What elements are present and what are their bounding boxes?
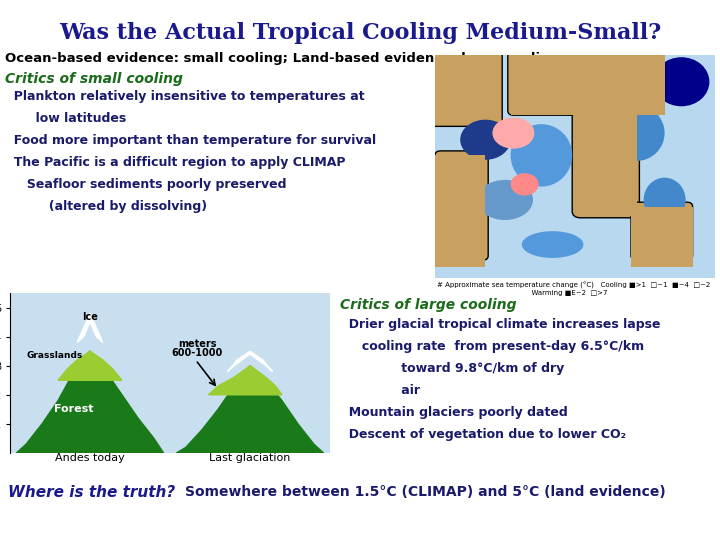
Text: Warming ■E~2  □>7: Warming ■E~2 □>7 — [437, 290, 608, 296]
Ellipse shape — [592, 158, 626, 184]
Text: Somewhere between 1.5°C (CLIMAP) and 5°C (land evidence): Somewhere between 1.5°C (CLIMAP) and 5°C… — [185, 485, 666, 499]
Ellipse shape — [608, 105, 665, 161]
Polygon shape — [228, 351, 272, 372]
Text: Plankton relatively insensitive to temperatures at: Plankton relatively insensitive to tempe… — [5, 90, 364, 103]
Polygon shape — [510, 55, 665, 115]
FancyBboxPatch shape — [508, 51, 659, 115]
Polygon shape — [631, 207, 693, 267]
Polygon shape — [176, 366, 323, 453]
Ellipse shape — [510, 124, 572, 187]
Ellipse shape — [522, 231, 583, 258]
Text: Critics of large cooling: Critics of large cooling — [340, 298, 516, 312]
Text: Was the Actual Tropical Cooling Medium-Small?: Was the Actual Tropical Cooling Medium-S… — [59, 22, 661, 44]
Text: Andes today: Andes today — [55, 453, 125, 463]
Polygon shape — [435, 156, 485, 267]
Ellipse shape — [644, 178, 685, 222]
Text: Where is the truth?: Where is the truth? — [8, 485, 175, 500]
Polygon shape — [435, 55, 497, 117]
Ellipse shape — [460, 120, 510, 160]
Text: cooling rate  from present-day 6.5°C/km: cooling rate from present-day 6.5°C/km — [340, 340, 644, 353]
Text: air: air — [340, 384, 420, 397]
Text: low latitudes: low latitudes — [5, 112, 126, 125]
Ellipse shape — [492, 117, 534, 148]
Text: Last glaciation: Last glaciation — [210, 453, 291, 463]
Polygon shape — [17, 351, 163, 453]
Polygon shape — [58, 351, 122, 380]
Text: (altered by dissolving): (altered by dissolving) — [5, 200, 207, 213]
Polygon shape — [77, 313, 103, 342]
Polygon shape — [580, 109, 636, 215]
Text: Seafloor sediments poorly preserved: Seafloor sediments poorly preserved — [5, 178, 287, 191]
FancyBboxPatch shape — [435, 151, 488, 260]
Text: Food more important than temperature for survival: Food more important than temperature for… — [5, 134, 376, 147]
Text: meters: meters — [178, 339, 217, 349]
FancyBboxPatch shape — [572, 104, 639, 218]
Text: 600-1000: 600-1000 — [171, 348, 222, 357]
Text: Ocean-based evidence: small cooling; Land-based evidence: large cooling: Ocean-based evidence: small cooling; Lan… — [5, 52, 559, 65]
Text: Drier glacial tropical climate increases lapse: Drier glacial tropical climate increases… — [340, 318, 660, 331]
FancyBboxPatch shape — [429, 51, 503, 126]
Ellipse shape — [477, 180, 533, 220]
Text: toward 9.8°C/km of dry: toward 9.8°C/km of dry — [340, 362, 564, 375]
Text: Mountain glaciers poorly dated: Mountain glaciers poorly dated — [340, 406, 568, 419]
Ellipse shape — [558, 65, 592, 98]
Text: Descent of vegetation due to lower CO₂: Descent of vegetation due to lower CO₂ — [340, 428, 626, 441]
Polygon shape — [208, 366, 282, 395]
Text: Critics of small cooling: Critics of small cooling — [5, 72, 183, 86]
Text: The Pacific is a difficult region to apply CLIMAP: The Pacific is a difficult region to app… — [5, 156, 346, 169]
Ellipse shape — [510, 173, 539, 195]
Text: Forest: Forest — [54, 404, 94, 414]
Text: Ice: Ice — [82, 312, 98, 322]
Text: # Approximate sea temperature change (°C)   Cooling ■>1  □~1  ■~4  □~2: # Approximate sea temperature change (°C… — [437, 282, 710, 289]
FancyBboxPatch shape — [631, 202, 693, 260]
Ellipse shape — [654, 57, 709, 106]
Text: Grasslands: Grasslands — [27, 351, 83, 360]
Ellipse shape — [442, 231, 484, 258]
